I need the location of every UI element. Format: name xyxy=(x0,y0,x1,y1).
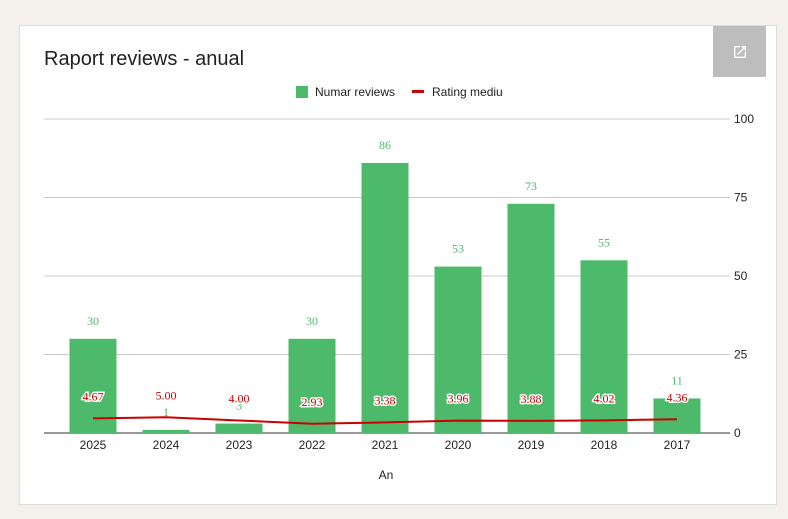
x-tick-label: 2018 xyxy=(591,438,618,452)
x-tick-label: 2020 xyxy=(445,438,472,452)
x-tick-label: 2023 xyxy=(226,438,253,452)
open-in-new-button[interactable] xyxy=(713,26,766,77)
x-tick-label: 2019 xyxy=(518,438,545,452)
bar-value-label: 30 xyxy=(306,314,318,328)
bar-value-label: 53 xyxy=(452,242,464,256)
bar-value-label: 30 xyxy=(87,314,99,328)
legend: Numar reviews Rating mediu xyxy=(296,85,503,99)
bar xyxy=(288,338,336,433)
rating-value-label: 2.93 xyxy=(302,395,323,409)
y-tick-label: 50 xyxy=(734,269,748,283)
x-axis-ticks: 2025 2024 2023 2022 2021 2020 2019 2018 2017 xyxy=(80,438,691,452)
bar xyxy=(653,398,701,433)
y-tick-label: 0 xyxy=(734,426,741,440)
x-tick-label: 2022 xyxy=(299,438,326,452)
x-tick-label: 2025 xyxy=(80,438,107,452)
rating-line xyxy=(92,416,678,425)
rating-value-label: 4.02 xyxy=(594,391,615,405)
bar xyxy=(361,162,409,433)
legend-label-bars: Numar reviews xyxy=(315,85,395,99)
rating-value-label: 4.67 xyxy=(83,389,104,403)
chart-title: Raport reviews - anual xyxy=(44,48,245,70)
x-tick-label: 2021 xyxy=(372,438,399,452)
x-axis-label: An xyxy=(379,468,394,482)
bar-value-label: 3 xyxy=(236,399,242,413)
rating-value-label: 4.00 xyxy=(229,391,250,405)
rating-value-label: 4.36 xyxy=(667,390,688,404)
y-tick-label: 100 xyxy=(734,112,754,126)
bar xyxy=(507,203,555,433)
y-tick-label: 25 xyxy=(734,348,748,362)
bar-value-label: 86 xyxy=(379,138,391,152)
y-tick-label: 75 xyxy=(734,191,748,205)
bar xyxy=(215,423,263,433)
rating-value-label: 3.88 xyxy=(521,392,542,406)
legend-swatch-line xyxy=(412,90,424,93)
bar xyxy=(142,429,190,433)
x-tick-label: 2024 xyxy=(153,438,180,452)
legend-label-line: Rating mediu xyxy=(432,85,503,99)
bar-value-label: 73 xyxy=(525,179,537,193)
bar xyxy=(434,266,482,433)
bar xyxy=(580,260,628,433)
rating-value-label: 5.00 xyxy=(156,388,177,402)
y-axis-ticks: 0 25 50 75 100 xyxy=(734,112,754,440)
rating-value-label: 3.96 xyxy=(448,392,469,406)
bar-value-label: 1 xyxy=(163,405,169,419)
bar-value-label: 55 xyxy=(598,235,610,249)
open-in-new-icon xyxy=(733,45,746,58)
x-tick-label: 2017 xyxy=(664,438,691,452)
bar-value-label: 11 xyxy=(671,373,683,387)
line-series xyxy=(92,416,678,425)
data-labels: 30 1 3 30 86 53 73 55 11 4.67 5.00 4.00 2.93 3.38 3.96… xyxy=(81,138,689,419)
legend-swatch-bars xyxy=(296,86,308,98)
rating-value-label: 3.38 xyxy=(375,393,396,407)
